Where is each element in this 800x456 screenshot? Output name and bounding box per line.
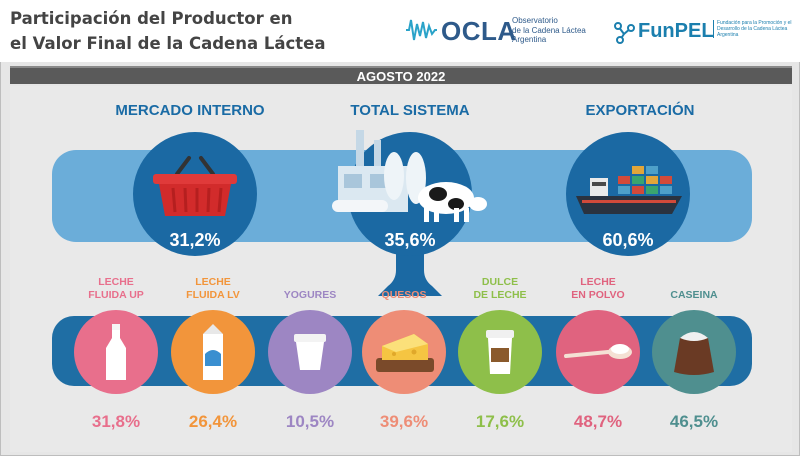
product-value-caseina: 46,5% [669,412,719,431]
ocla-name: OCLA [441,16,517,46]
funpel-subtitle: Fundación para la Promoción y el Desarro… [713,20,799,38]
cheese-icon [376,334,434,372]
product-label-leche-en-polvo: LECHE EN POLVO [571,276,625,301]
product-circle-yogures [268,310,352,394]
ocla-logo: OCLA Observatorio de la Cadena Láctea Ar… [404,12,594,56]
product-value-dulce-de-leche: 17,6% [475,412,525,431]
product-label-caseina: CASEINA [670,289,718,301]
product-circle-leche-en-polvo [556,310,640,394]
funpel-network-icon [614,22,635,44]
page-title: Participación del Productor en el Valor … [10,6,380,56]
product-label-yogures: YOGURES [283,289,337,301]
ocla-sub-2: de la Cadena Láctea [512,25,586,35]
segment-label-exportacion: EXPORTACIÓN [585,102,695,119]
header: Participación del Productor en el Valor … [0,0,800,62]
segment-value-mercado-interno: 31,2% [169,230,221,250]
product-circle-quesos [362,310,446,394]
title-line-1: Participación del Productor en [10,9,293,28]
product-circle-caseina [652,310,736,394]
product-circle-leche-fluida-up [74,310,158,394]
ocla-sub-1: Observatorio [512,16,558,25]
milk-bottle-icon [106,324,126,380]
ocla-subtitle: Observatorio de la Cadena Láctea Argenti… [512,16,602,45]
product-value-leche-fluida-up: 31,8% [91,412,141,431]
milk-carton-icon [203,324,223,380]
segment-label-total-sistema: TOTAL SISTEMA [350,102,470,119]
title-line-2: el Valor Final de la Cadena Láctea [10,34,326,53]
product-label-leche-fluida-up: LECHE FLUIDA UP [88,276,144,301]
product-circle-dulce-de-leche [458,310,542,394]
product-label-quesos: QUESOS [381,289,427,301]
segment-circle-mercado-interno: 31,2% [133,132,257,256]
cargo-ship-icon [576,166,682,214]
product-value-leche-en-polvo: 48,7% [573,412,623,431]
product-value-leche-fluida-lv: 26,4% [188,412,238,431]
ocla-wave-icon [406,19,437,41]
product-value-quesos: 39,6% [379,412,429,431]
product-circle-leche-fluida-lv [171,310,255,394]
segment-value-exportacion: 60,6% [602,230,654,250]
cow-shape [418,182,487,222]
product-label-leche-fluida-lv: LECHE FLUIDA LV [186,276,240,301]
period-banner: AGOSTO 2022 [10,66,792,84]
casein-sack-icon [674,332,714,375]
connector-stem [378,240,442,296]
product-label-dulce-de-leche: DULCE DE LECHE [473,276,527,301]
funpel-name: FunPEL [638,20,714,42]
segment-value-total-sistema: 35,6% [384,230,436,250]
ocla-sub-3: Argentina [512,35,547,44]
yogurt-cup-icon [294,334,326,370]
funpel-logo: FunPEL Fundación para la Promoción y el … [612,18,798,54]
dulce-jar-icon [486,330,514,374]
product-value-yogures: 10,5% [285,412,335,431]
factory-cow-icon [332,130,487,222]
basket-icon [153,156,237,216]
powder-spoon-icon [564,344,632,359]
segment-label-mercado-interno: MERCADO INTERNO [115,102,265,119]
segment-circle-exportacion: 60,6% [566,132,690,256]
